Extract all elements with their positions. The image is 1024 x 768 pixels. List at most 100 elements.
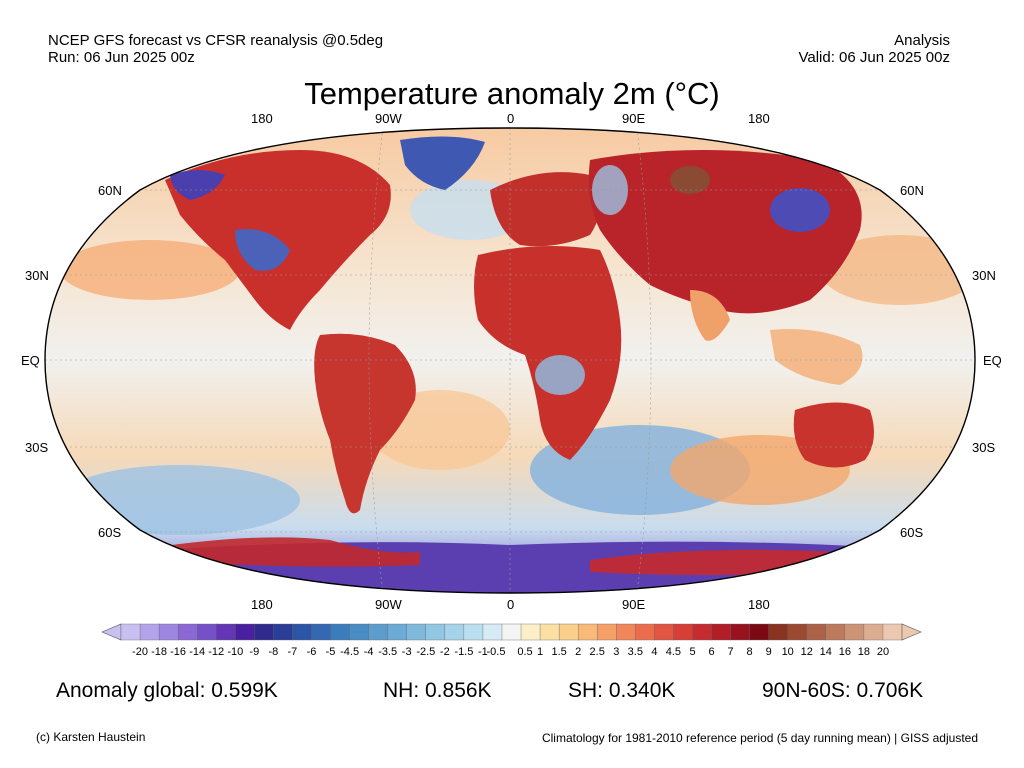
colorbar-swatch <box>806 623 827 641</box>
lat-label-right: 30S <box>972 440 996 455</box>
colorbar-swatch <box>882 623 903 641</box>
colorbar-tick-label: 2 <box>575 646 582 658</box>
colorbar-swatch <box>463 623 484 641</box>
colorbar-swatch <box>139 623 160 641</box>
colorbar-swatch <box>120 623 141 641</box>
colorbar-swatch <box>654 623 674 641</box>
colorbar-tick-label: -3 <box>401 646 412 658</box>
north-pacific-warm-anomaly <box>60 240 240 300</box>
lon-label-bottom: 0 <box>507 597 515 612</box>
antarctic-warm-patch <box>150 537 420 567</box>
arctic-band-stat: 90N-60S: 0.706K <box>762 679 924 702</box>
alaska-cold-anomaly <box>170 170 225 200</box>
analysis-label: Analysis <box>894 32 950 49</box>
colorbar-swatch <box>768 623 789 641</box>
lat-label-right: 30N <box>972 268 996 283</box>
colorbar-tick-label: -12 <box>208 646 225 658</box>
lat-label-left: 60S <box>98 525 122 540</box>
colorbar-swatch <box>635 623 655 641</box>
colorbar-tick-label: -8 <box>268 646 279 658</box>
colorbar-tick-label: 1.5 <box>551 646 567 658</box>
colorbar-tick-label: -4 <box>363 646 374 658</box>
lon-label-top: 90W <box>375 111 402 126</box>
west-pacific-warm-anomaly <box>820 235 975 305</box>
colorbar-max-arrow <box>901 623 922 641</box>
colorbar-tick-label: 3.5 <box>627 646 643 658</box>
colorbar-tick-label: -1 <box>478 646 488 658</box>
colorbar-tick-label: 2.5 <box>589 646 605 658</box>
colorbar-swatch <box>597 623 617 641</box>
lat-label-left: 30N <box>25 268 49 283</box>
colorbar-swatch <box>844 623 865 641</box>
colorbar-swatch <box>863 623 884 641</box>
africa-landmass <box>474 246 622 460</box>
colorbar-swatch <box>406 623 427 641</box>
valid-time-label: Valid: 06 Jun 2025 00z <box>798 49 950 66</box>
colorbar-swatch <box>425 623 446 641</box>
colorbar-tick-label: 1 <box>537 646 544 658</box>
colorbar-tick-label: 12 <box>800 646 813 658</box>
lon-label-bottom: 90W <box>375 597 402 612</box>
india-landmass <box>690 290 730 341</box>
colorbar-tick-label: -20 <box>132 646 148 658</box>
colorbar-swatch <box>825 623 846 641</box>
colorbar-swatch <box>482 623 503 641</box>
colorbar-tick-label: -18 <box>151 646 168 658</box>
lat-label-right: 60S <box>900 525 924 540</box>
siberia-extreme-warm <box>670 166 710 194</box>
colorbar-swatch <box>749 623 770 641</box>
colorbar-swatch <box>368 623 389 641</box>
run-time-label: Run: 06 Jun 2025 00z <box>48 49 195 66</box>
lon-label-top: 90E <box>622 111 646 126</box>
nh-stat: NH: 0.856K <box>383 679 492 702</box>
credit-label: (c) Karsten Haustein <box>36 730 146 744</box>
colorbar-min-arrow <box>101 623 122 641</box>
australia-landmass <box>793 402 874 468</box>
lat-label-left: 60N <box>98 183 122 198</box>
climatology-note: Climatology for 1981-2010 reference peri… <box>541 731 978 745</box>
colorbar <box>101 623 922 641</box>
colorbar-tick-label: 0.5 <box>517 646 533 658</box>
colorbar-swatch <box>577 623 598 641</box>
colorbar-swatch <box>158 623 179 641</box>
colorbar-swatch <box>330 623 351 641</box>
colorbar-tick-label: -10 <box>227 646 244 658</box>
colorbar-tick-label: 5 <box>689 646 696 658</box>
colorbar-swatch <box>177 623 198 641</box>
south-pacific-cold-anomaly <box>60 465 300 535</box>
lon-label-bottom: 180 <box>251 597 273 612</box>
lon-label-top: 0 <box>507 111 515 126</box>
colorbar-tick-label: 14 <box>819 646 832 658</box>
colorbar-tick-label: -3.5 <box>378 646 398 658</box>
colorbar-swatch <box>787 623 808 641</box>
colorbar-swatch <box>444 623 465 641</box>
colorbar-tick-label: -7 <box>287 646 298 658</box>
colorbar-swatch <box>673 623 693 641</box>
lon-label-bottom: 90E <box>622 597 646 612</box>
colorbar-tick-label: 4.5 <box>665 646 682 658</box>
colorbar-swatch <box>216 623 236 641</box>
lon-label-bottom: 180 <box>748 597 770 612</box>
colorbar-tick-label: -2 <box>439 646 450 658</box>
colorbar-tick-label: -14 <box>189 646 206 658</box>
colorbar-tick-label: -16 <box>170 646 187 658</box>
lon-label-top: 180 <box>251 111 273 126</box>
colorbar-swatch <box>349 623 370 641</box>
colorbar-swatch <box>558 623 579 641</box>
colorbar-tick-label: 3 <box>613 646 620 658</box>
colorbar-swatch <box>711 623 732 641</box>
sh-stat: SH: 0.340K <box>568 679 676 702</box>
colorbar-swatch <box>311 623 332 641</box>
map-title: Temperature anomaly 2m (°C) <box>304 76 720 111</box>
colorbar-swatch <box>254 623 274 641</box>
colorbar-swatch <box>520 623 541 641</box>
east-asia-cold-anomaly <box>770 188 830 232</box>
lon-label-top: 180 <box>748 111 770 126</box>
colorbar-tick-label: 4 <box>651 646 658 658</box>
colorbar-tick-label: -0.5 <box>486 646 506 658</box>
colorbar-tick-label: -6 <box>306 646 317 658</box>
colorbar-swatch <box>292 623 312 641</box>
colorbar-swatch <box>273 623 293 641</box>
north-america-cold-anomaly <box>235 229 290 271</box>
